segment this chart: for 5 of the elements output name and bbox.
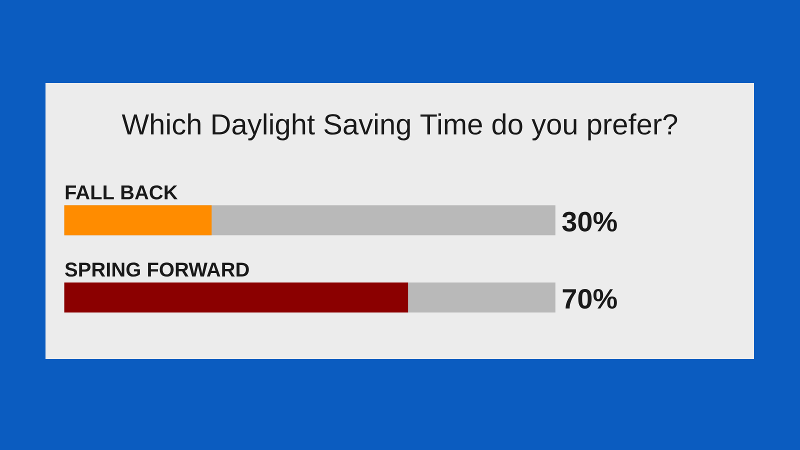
y-tick-label: FALL BACK	[66, 185, 178, 200]
y-tick-label: SPRING FORWARD	[65, 262, 249, 277]
chart-title: Which Daylight Saving Time do you prefer?	[122, 113, 678, 140]
data-label: 70%	[562, 288, 617, 309]
data-label: 30%	[562, 212, 617, 232]
